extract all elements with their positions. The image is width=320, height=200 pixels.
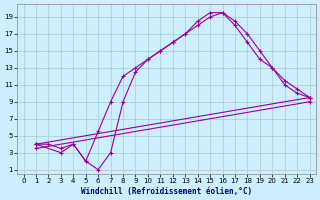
X-axis label: Windchill (Refroidissement éolien,°C): Windchill (Refroidissement éolien,°C) bbox=[81, 187, 252, 196]
